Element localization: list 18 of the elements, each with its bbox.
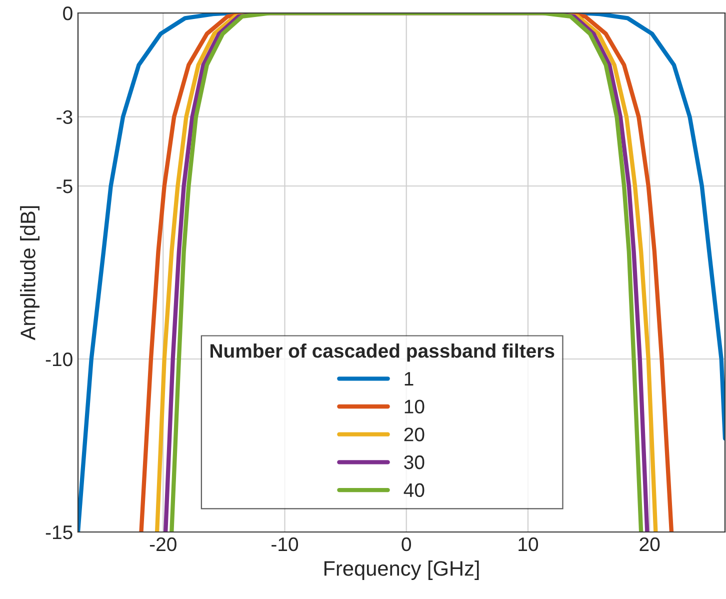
legend-label: 20 xyxy=(404,428,424,442)
x-axis-title: Frequency [GHz] xyxy=(324,560,479,580)
legend-title: Number of cascaded passband filters xyxy=(210,344,554,362)
x-tick-label: -20 xyxy=(150,537,176,552)
legend-label: 10 xyxy=(404,400,424,414)
x-tick-label: 0 xyxy=(402,537,412,552)
x-tick-label: -10 xyxy=(272,537,298,552)
x-tick-label: 10 xyxy=(518,537,538,552)
y-tick-label: -10 xyxy=(46,352,72,366)
x-tick-label: 20 xyxy=(640,537,660,552)
legend-label: 30 xyxy=(404,455,424,470)
legend-label: 1 xyxy=(404,372,414,386)
y-tick-label: -5 xyxy=(56,180,72,194)
legend-label: 40 xyxy=(404,483,424,498)
y-tick-label: -3 xyxy=(56,110,72,124)
y-axis-title: Amplitude [dB] xyxy=(20,206,40,340)
y-tick-label: 0 xyxy=(63,6,72,20)
y-tick-label: -15 xyxy=(46,526,72,540)
